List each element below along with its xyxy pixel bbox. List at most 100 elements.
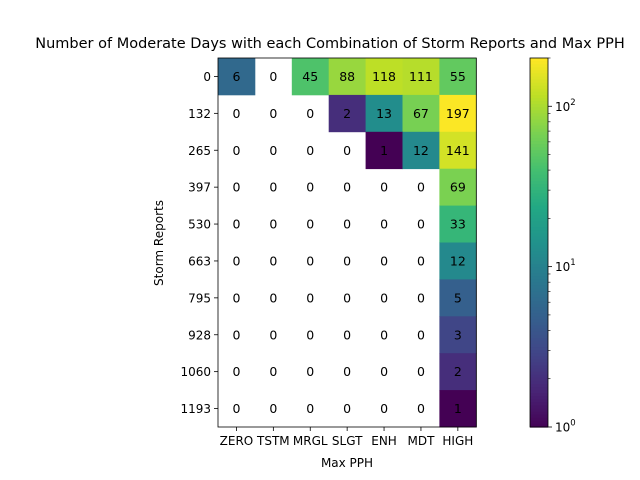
cell-value-label: 0 (269, 217, 277, 232)
colorbar-segment (530, 113, 548, 118)
colorbar-segment (530, 276, 548, 280)
heatmap-cell (439, 316, 477, 354)
heatmap-cell (365, 131, 403, 170)
cell-value-label: 0 (380, 180, 388, 195)
colorbar-segment (530, 94, 548, 99)
cell-value-label: 0 (306, 327, 314, 342)
colorbar-segment (530, 171, 548, 176)
cell-value-label: 0 (269, 143, 277, 158)
colorbar-segment (530, 85, 548, 90)
cell-value-label: 0 (380, 217, 388, 232)
x-tick-label: ZERO (220, 434, 254, 448)
colorbar-segment (530, 288, 548, 293)
colorbar-segment (530, 137, 548, 142)
cell-value-label: 0 (343, 290, 351, 305)
colorbar-segment (530, 168, 548, 173)
cell-value-label: 0 (269, 364, 277, 379)
cell-value-label: 0 (232, 290, 240, 305)
cell-value-label: 67 (413, 106, 429, 121)
colorbar-segment (530, 368, 548, 373)
heatmap-cell (402, 131, 440, 170)
cell-value-label: 0 (306, 106, 314, 121)
colorbar-segment (530, 156, 548, 161)
colorbar-segment (530, 362, 548, 367)
y-tick-label: 795 (188, 291, 211, 305)
colorbar-tick-label: 102 (555, 98, 576, 114)
colorbar-segment (530, 337, 548, 342)
colorbar-segment (530, 279, 548, 284)
colorbar-segment (530, 414, 548, 419)
cell-value-label: 0 (380, 401, 388, 416)
colorbar-segment (530, 224, 548, 228)
colorbar-segment (530, 270, 548, 274)
cell-value-label: 0 (343, 180, 351, 195)
x-axis-label: Max PPH (321, 456, 373, 470)
cell-value-label: 1 (454, 401, 462, 416)
cell-value-label: 0 (343, 217, 351, 232)
colorbar-segment (530, 291, 548, 296)
cell-value-label: 0 (380, 327, 388, 342)
x-tick-label: HIGH (442, 434, 473, 448)
colorbar-segment (530, 104, 548, 108)
y-tick-label: 928 (188, 328, 211, 342)
y-axis-ticks: 0 132 265 397 530 663 795 928 1060 1193 (180, 70, 218, 416)
cell-value-label: 0 (343, 364, 351, 379)
colorbar-segment (530, 64, 548, 68)
colorbar-segment (530, 387, 548, 391)
colorbar-segment (530, 251, 548, 256)
colorbar-segment (530, 383, 548, 388)
cell-value-label: 69 (450, 180, 466, 195)
cell-value-label: 0 (343, 253, 351, 268)
cell-value-label: 0 (306, 364, 314, 379)
colorbar-segment (530, 73, 548, 78)
colorbar-segment (530, 134, 548, 139)
heatmap-cell (328, 94, 366, 133)
cell-value-label: 0 (232, 217, 240, 232)
y-tick-label: 397 (188, 181, 211, 195)
cell-value-label: 0 (232, 180, 240, 195)
colorbar-segment (530, 181, 548, 185)
colorbar-segment (530, 334, 548, 339)
colorbar-segment (530, 230, 548, 234)
colorbar-segment (530, 408, 548, 413)
colorbar-segment (530, 254, 548, 259)
heatmap-cell (439, 279, 477, 317)
cell-value-label: 0 (269, 290, 277, 305)
heatmap-cell (365, 94, 403, 133)
colorbar-tick-label: 100 (555, 419, 576, 435)
colorbar-segment (530, 359, 548, 364)
colorbar-segment (530, 325, 548, 330)
colorbar-segment (530, 227, 548, 231)
chart-title: Number of Moderate Days with each Combin… (35, 36, 624, 52)
colorbar-segment (530, 107, 548, 111)
colorbar-segment (530, 187, 548, 191)
cell-value-label: 118 (372, 69, 396, 84)
colorbar-segment (530, 153, 548, 157)
colorbar-segment (530, 76, 548, 81)
x-tick-label: SLGT (332, 434, 363, 448)
colorbar-segment (530, 162, 548, 167)
cell-value-label: 0 (269, 253, 277, 268)
colorbar-segment (530, 423, 548, 428)
colorbar-segment (530, 242, 548, 247)
colorbar-segment (530, 347, 548, 351)
cell-value-label: 0 (417, 290, 425, 305)
colorbar-segment (530, 233, 548, 237)
colorbar-segment (530, 61, 548, 65)
colorbar-segment (530, 411, 548, 416)
colorbar-segment (530, 374, 548, 379)
colorbar-segment (530, 174, 548, 179)
colorbar-segment (530, 257, 548, 262)
cell-value-label: 0 (343, 401, 351, 416)
colorbar-segment (530, 260, 548, 265)
cell-value-label: 0 (343, 327, 351, 342)
x-tick-label: MRGL (293, 434, 328, 448)
cell-value-label: 0 (380, 253, 388, 268)
colorbar-segment (530, 150, 548, 154)
colorbar-segment (530, 177, 548, 182)
colorbar-segment (530, 248, 548, 253)
colorbar-segment (530, 402, 548, 407)
cell-value-label: 0 (269, 69, 277, 84)
heatmap-cell (439, 205, 477, 243)
